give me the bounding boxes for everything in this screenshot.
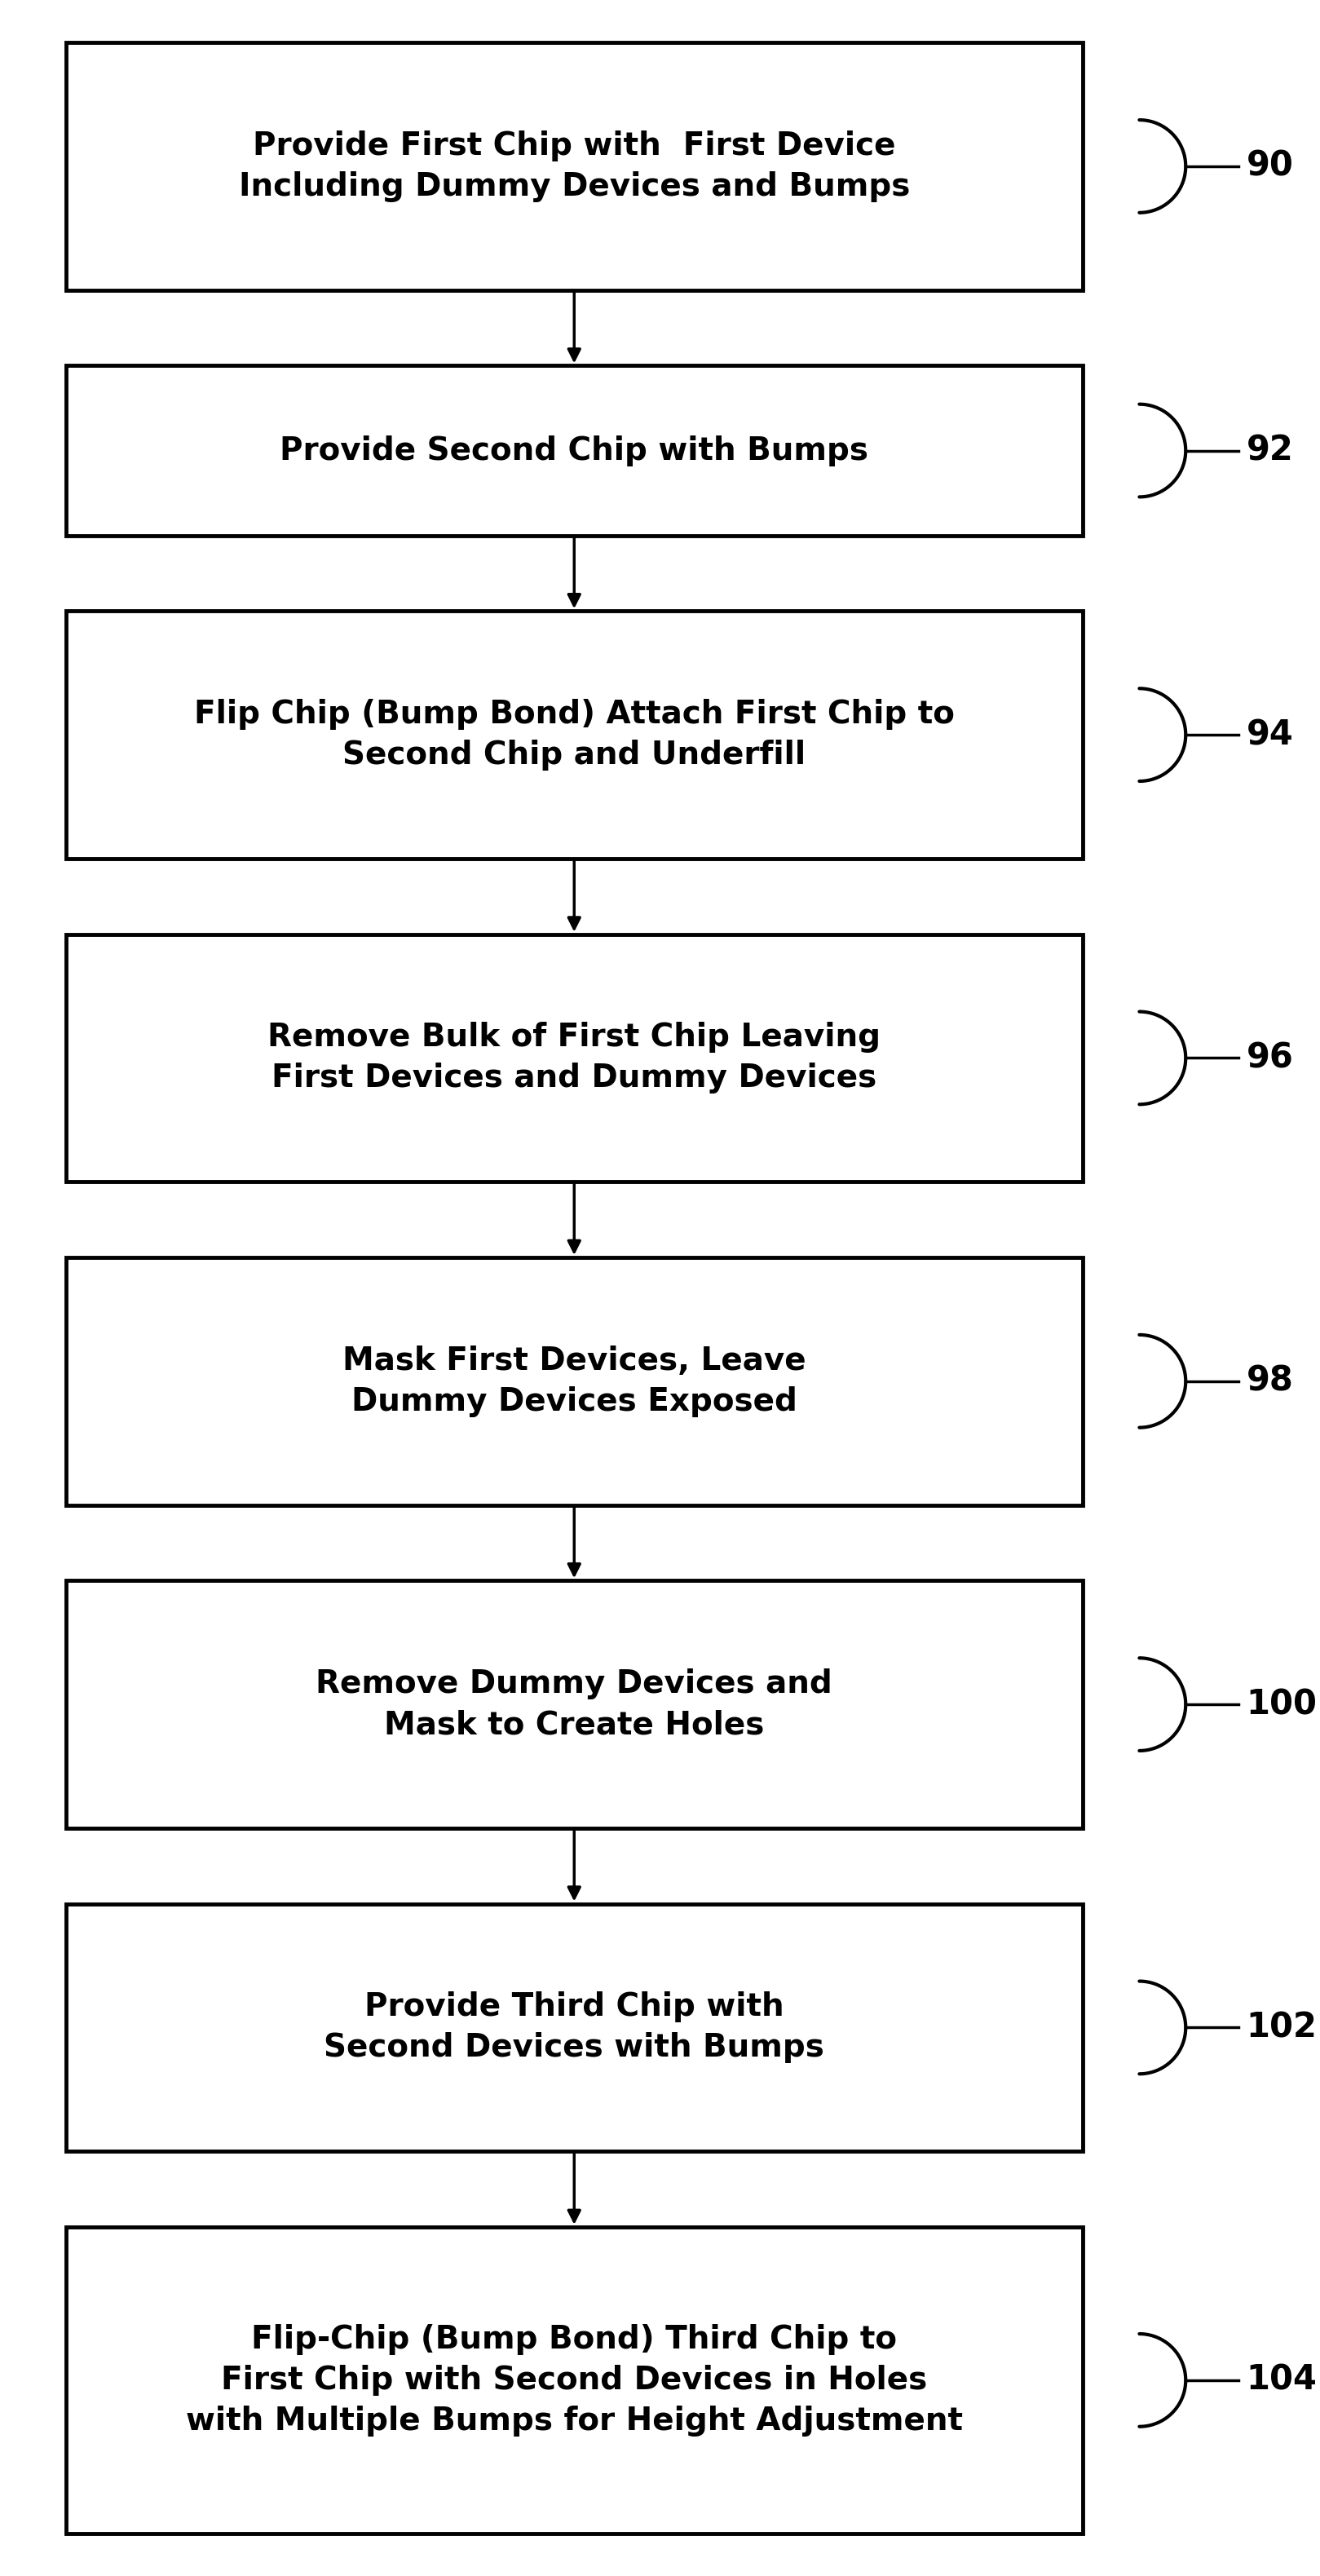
Text: Provide First Chip with  First Device
Including Dummy Devices and Bumps: Provide First Chip with First Device Inc… <box>239 131 909 201</box>
Bar <box>66 366 1082 536</box>
Bar <box>66 611 1082 858</box>
Bar <box>66 41 1082 291</box>
Text: 96: 96 <box>1246 1041 1294 1074</box>
Text: 94: 94 <box>1246 719 1294 752</box>
Text: Provide Third Chip with
Second Devices with Bumps: Provide Third Chip with Second Devices w… <box>323 1991 825 2063</box>
Text: 98: 98 <box>1246 1365 1294 1399</box>
Text: Mask First Devices, Leave
Dummy Devices Exposed: Mask First Devices, Leave Dummy Devices … <box>342 1345 807 1417</box>
Bar <box>66 935 1082 1182</box>
Bar <box>66 1904 1082 2151</box>
Text: 102: 102 <box>1246 2009 1317 2045</box>
Bar <box>66 1257 1082 1504</box>
Text: Flip Chip (Bump Bond) Attach First Chip to
Second Chip and Underfill: Flip Chip (Bump Bond) Attach First Chip … <box>194 698 954 770</box>
Text: Remove Dummy Devices and
Mask to Create Holes: Remove Dummy Devices and Mask to Create … <box>315 1669 833 1741</box>
Text: Flip-Chip (Bump Bond) Third Chip to
First Chip with Second Devices in Holes
with: Flip-Chip (Bump Bond) Third Chip to Firs… <box>186 2324 962 2437</box>
Text: Remove Bulk of First Chip Leaving
First Devices and Dummy Devices: Remove Bulk of First Chip Leaving First … <box>268 1023 880 1095</box>
Text: 90: 90 <box>1246 149 1294 183</box>
Text: 100: 100 <box>1246 1687 1317 1721</box>
Bar <box>66 1582 1082 1829</box>
Text: Provide Second Chip with Bumps: Provide Second Chip with Bumps <box>280 435 869 466</box>
Text: 104: 104 <box>1246 2362 1317 2398</box>
Bar <box>66 2226 1082 2535</box>
Text: 92: 92 <box>1246 433 1294 469</box>
